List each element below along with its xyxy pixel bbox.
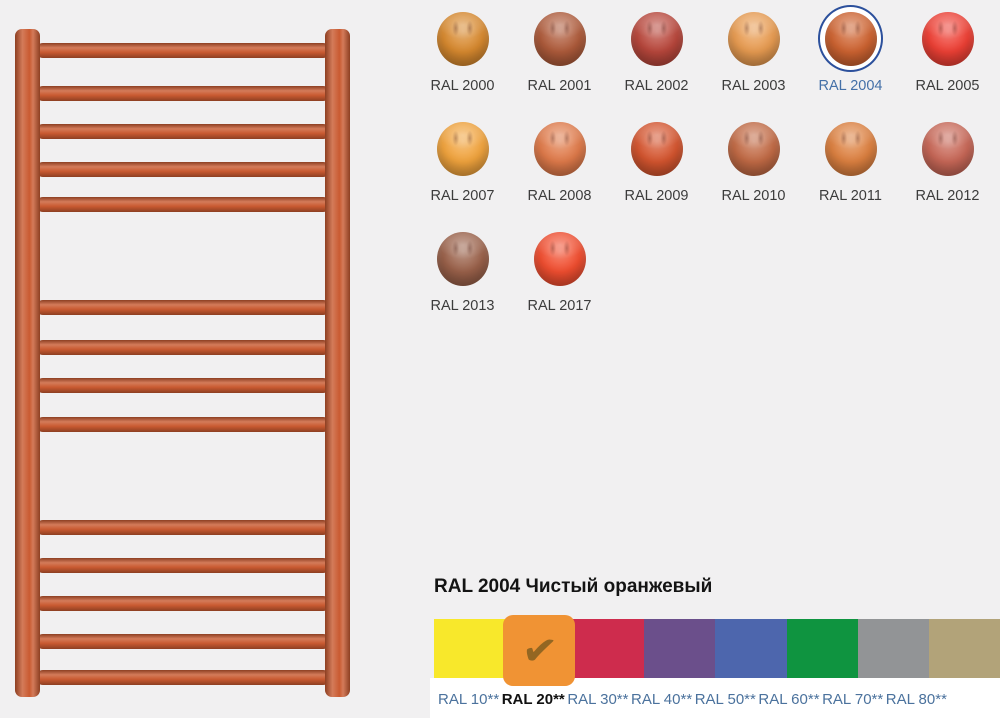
ral-family-labels: RAL 10** RAL 20** RAL 30** RAL 40** RAL 50**… [438, 691, 947, 708]
swatch-label: RAL 2002 [624, 78, 689, 94]
swatch-label: RAL 2017 [527, 298, 592, 314]
color-sphere [727, 11, 780, 66]
family-label-ral-80[interactable]: RAL 80** [885, 691, 947, 708]
check-icon: ✔ [519, 624, 560, 676]
swatch-label: RAL 2012 [915, 188, 980, 204]
ral-swatch-ral-2012[interactable]: RAL 2012 [915, 115, 980, 225]
family-tile-ral-60[interactable] [786, 619, 858, 678]
family-tile-ral-50[interactable] [715, 619, 787, 678]
ral-swatch-grid: RAL 2000 RAL 2001 RAL 2002 RAL 2003 RAL … [414, 5, 996, 335]
swatch-label: RAL 2007 [430, 188, 495, 204]
ral-swatch-ral-2000[interactable]: RAL 2000 [430, 5, 495, 115]
swatch-label: RAL 2011 [819, 188, 882, 204]
color-sphere [727, 121, 780, 176]
family-tile-ral-70[interactable] [857, 619, 929, 678]
selection-ring [721, 5, 786, 72]
ral-swatch-ral-2003[interactable]: RAL 2003 [721, 5, 786, 115]
ral-swatch-ral-2011[interactable]: RAL 2011 [818, 115, 883, 225]
family-tile-ral-10[interactable] [434, 619, 506, 678]
ral-swatch-ral-2017[interactable]: RAL 2017 [527, 225, 592, 335]
color-sphere [436, 11, 489, 66]
color-sphere [436, 231, 489, 286]
family-label-ral-60[interactable]: RAL 60** [758, 691, 820, 708]
swatch-label: RAL 2000 [430, 78, 495, 94]
rail-rung [36, 124, 330, 139]
selection-ring [430, 5, 495, 72]
ral-family-strip: ✔ [434, 615, 1000, 686]
color-sphere [436, 121, 489, 176]
swatch-label: RAL 2005 [915, 78, 980, 94]
rail-rung [36, 340, 330, 355]
rail-rung [36, 417, 330, 432]
family-label-ral-30[interactable]: RAL 30** [567, 691, 629, 708]
color-sphere [533, 231, 586, 286]
selection-ring [721, 115, 786, 182]
swatch-label: RAL 2003 [721, 78, 786, 94]
ral-swatch-ral-2005[interactable]: RAL 2005 [915, 5, 980, 115]
color-sphere [630, 121, 683, 176]
rail-rung [36, 670, 330, 685]
swatch-label: RAL 2009 [624, 188, 689, 204]
color-sphere [630, 11, 683, 66]
color-sphere [533, 121, 586, 176]
ral-swatch-ral-2009[interactable]: RAL 2009 [624, 115, 689, 225]
family-label-ral-20[interactable]: RAL 20** [501, 691, 565, 708]
color-sphere [533, 11, 586, 66]
ral-swatch-ral-2008[interactable]: RAL 2008 [527, 115, 592, 225]
rail-rung [36, 596, 330, 611]
selection-ring [915, 115, 980, 182]
ral-swatch-ral-2001[interactable]: RAL 2001 [527, 5, 592, 115]
swatch-label: RAL 2004 [818, 78, 883, 94]
ral-swatch-ral-2004[interactable]: RAL 2004 [818, 5, 883, 115]
swatch-label: RAL 2010 [721, 188, 786, 204]
rail-right-post [325, 29, 350, 697]
rail-rung [36, 197, 330, 212]
selection-ring [818, 115, 883, 182]
swatch-label: RAL 2013 [430, 298, 495, 314]
selected-color-title: RAL 2004 Чистый оранжевый [434, 576, 713, 597]
rail-rung [36, 634, 330, 649]
rail-rung [36, 558, 330, 573]
towel-rail-preview [0, 0, 420, 718]
family-tile-ral-20[interactable]: ✔ [503, 615, 576, 686]
color-sphere [824, 121, 877, 176]
family-tile-ral-30[interactable] [573, 619, 645, 678]
selection-ring [915, 5, 980, 72]
selection-ring [624, 5, 689, 72]
selection-ring [527, 225, 592, 292]
swatch-label: RAL 2001 [527, 78, 592, 94]
family-label-ral-10[interactable]: RAL 10** [438, 691, 500, 708]
rail-rung [36, 520, 330, 535]
rail-rung [36, 300, 330, 315]
rail-rung [36, 378, 330, 393]
color-sphere [921, 121, 974, 176]
selection-ring [430, 225, 495, 292]
family-tile-ral-80[interactable] [928, 619, 1000, 678]
ral-swatch-ral-2010[interactable]: RAL 2010 [721, 115, 786, 225]
color-sphere [824, 11, 877, 66]
family-label-ral-70[interactable]: RAL 70** [822, 691, 884, 708]
selection-ring [624, 115, 689, 182]
family-label-ral-50[interactable]: RAL 50** [694, 691, 756, 708]
family-tile-ral-40[interactable] [644, 619, 716, 678]
ral-swatch-ral-2013[interactable]: RAL 2013 [430, 225, 495, 335]
rail-rung [36, 43, 330, 58]
rail-left-post [15, 29, 40, 697]
ral-swatch-ral-2002[interactable]: RAL 2002 [624, 5, 689, 115]
family-label-ral-40[interactable]: RAL 40** [631, 691, 693, 708]
ral-swatch-ral-2007[interactable]: RAL 2007 [430, 115, 495, 225]
selection-ring [527, 5, 592, 72]
color-sphere [921, 11, 974, 66]
selection-ring [818, 5, 883, 72]
selection-ring [430, 115, 495, 182]
rail-rung [36, 86, 330, 101]
rail-rung [36, 162, 330, 177]
swatch-label: RAL 2008 [527, 188, 592, 204]
selection-ring [527, 115, 592, 182]
